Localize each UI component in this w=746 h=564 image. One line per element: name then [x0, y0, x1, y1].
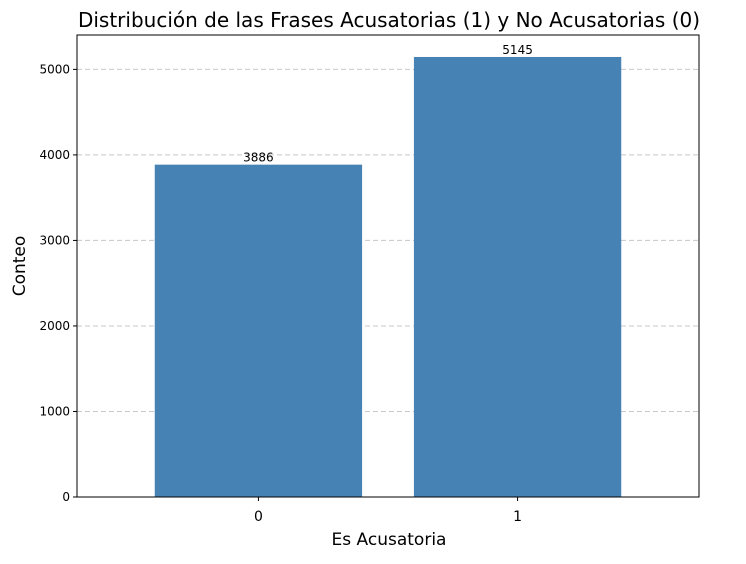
y-axis-ticks: 0 1000 2000 3000 4000 5000 [39, 62, 77, 504]
x-axis-label: Es Acusatoria [332, 530, 447, 550]
bar [413, 56, 622, 497]
bar-data-label: 5145 [502, 43, 533, 57]
y-tick-label: 2000 [39, 319, 70, 333]
bar-data-label: 3886 [243, 151, 274, 165]
chart-title: Distribución de las Frases Acusatorias (… [78, 8, 700, 32]
x-tick-label: 0 [254, 509, 263, 525]
y-tick-label: 4000 [39, 148, 70, 162]
bar [154, 164, 363, 497]
y-tick-label: 5000 [39, 62, 70, 76]
bar-labels: 3886 5145 [243, 43, 533, 165]
plot-frame [76, 34, 700, 498]
bars [154, 56, 622, 497]
y-axis-label: Conteo [10, 236, 30, 297]
y-tick-label: 0 [62, 490, 70, 504]
y-tick-label: 1000 [39, 404, 70, 418]
x-tick-label: 1 [513, 509, 522, 525]
y-tick-label: 3000 [39, 233, 70, 247]
